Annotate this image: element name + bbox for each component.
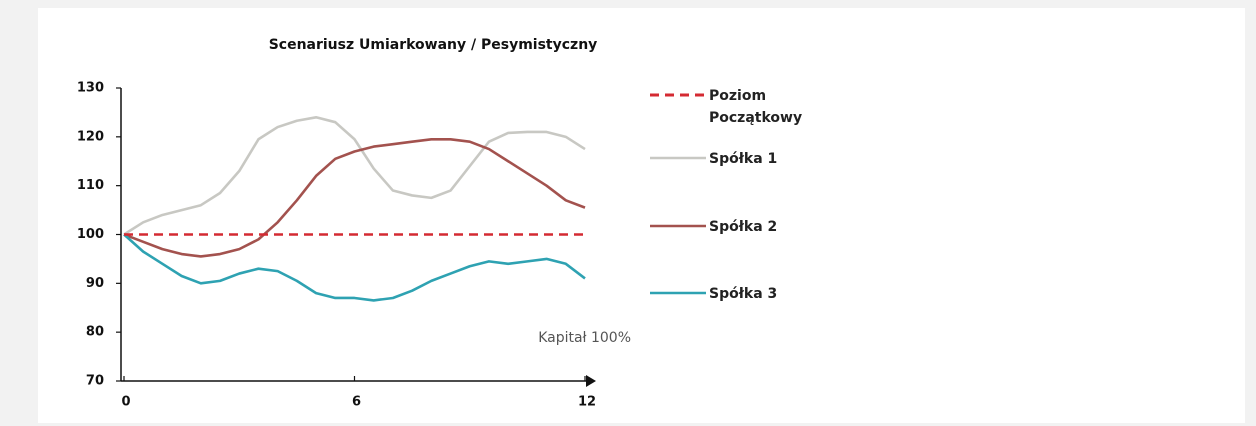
y-tick-label: 120	[77, 129, 104, 144]
legend-label: Spółka 1	[709, 151, 778, 167]
legend-label: Spółka 3	[709, 286, 778, 302]
axis-arrow	[586, 375, 596, 387]
y-tick-label: 110	[77, 178, 104, 193]
legend-item: Spółka 3	[650, 283, 819, 305]
legend-label: Poziom Początkowy	[709, 88, 803, 126]
series-line	[123, 137, 586, 258]
series-line	[123, 233, 586, 302]
annotation: Kapitał 100%	[538, 330, 631, 346]
legend-swatch	[650, 156, 706, 160]
legend-item: Spółka 1	[650, 148, 819, 170]
x-tick-label: 0	[121, 395, 130, 410]
x-tick-label: 12	[578, 395, 596, 410]
legend-swatch	[650, 93, 706, 97]
y-tick-label: 100	[77, 227, 104, 242]
legend-swatch	[650, 291, 706, 295]
y-tick-label: 130	[77, 81, 104, 96]
legend-swatch	[650, 224, 706, 228]
y-tick-label: 90	[86, 276, 104, 291]
legend-label: Spółka 2	[709, 219, 778, 235]
legend-item: Poziom Początkowy	[650, 85, 819, 129]
series-line	[123, 116, 586, 236]
y-tick-label: 80	[86, 325, 104, 340]
chart-title: Scenariusz Umiarkowany / Pesymistyczny	[269, 37, 598, 53]
legend-item: Spółka 2	[650, 216, 819, 238]
x-tick-label: 6	[352, 395, 361, 410]
y-tick-label: 70	[86, 374, 104, 389]
panel	[38, 8, 1245, 423]
